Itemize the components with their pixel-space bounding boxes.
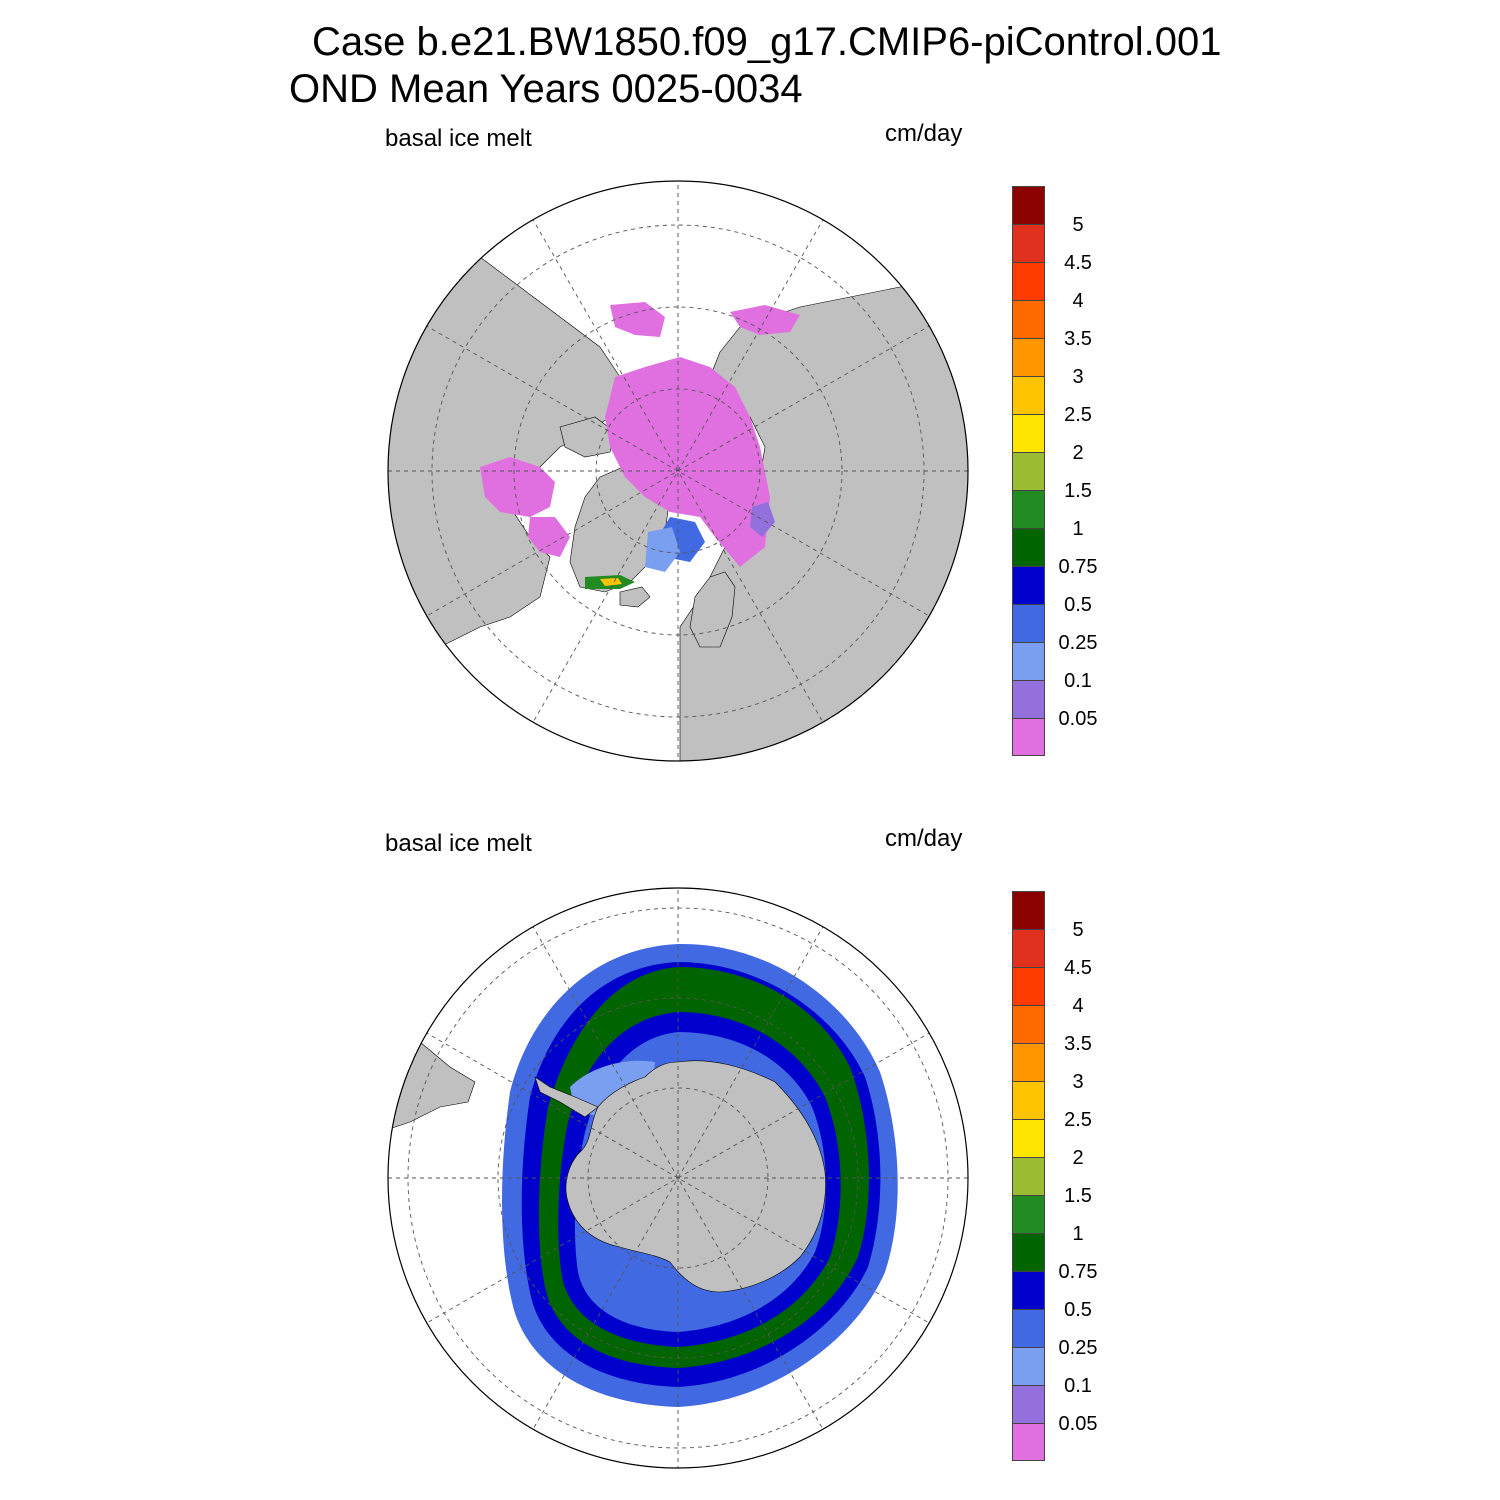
- north-melt-hudson-baffin: [480, 457, 555, 517]
- south-land-antarctic-peninsula: [534, 1076, 599, 1118]
- north-colorbar-label: 3: [1072, 366, 1084, 388]
- north-melt-hotspot-core: [600, 578, 622, 586]
- south-colorbar: [1012, 891, 1046, 1461]
- south-colorbar-label: 0.1: [1064, 1375, 1092, 1397]
- south-colorbar-segment: [1012, 1271, 1045, 1310]
- north-melt-bering: [610, 302, 665, 337]
- south-colorbar-segment: [1012, 1347, 1045, 1386]
- north-colorbar-label: 3.5: [1064, 328, 1092, 350]
- north-colorbar-label: 2: [1072, 442, 1084, 464]
- north-colorbar-label: 1.5: [1064, 480, 1092, 502]
- south-colorbar-segment: [1012, 1233, 1045, 1272]
- north-graticule: [388, 181, 968, 761]
- north-colorbar-segment: [1012, 680, 1045, 719]
- north-colorbar: [1012, 186, 1046, 756]
- south-polar-map: [387, 887, 969, 1469]
- north-colorbar-segment: [1012, 376, 1045, 415]
- north-colorbar-label: 4.5: [1064, 252, 1092, 274]
- north-colorbar-segment: [1012, 604, 1045, 643]
- south-panel-units-label: cm/day: [885, 825, 963, 852]
- south-colorbar-label: 0.75: [1058, 1261, 1098, 1283]
- south-colorbar-segment: [1012, 1081, 1045, 1120]
- north-colorbar-segment: [1012, 528, 1045, 567]
- north-melt-kara-purple: [750, 502, 775, 537]
- north-melt-fram-lightblue: [645, 527, 680, 572]
- south-colorbar-segment: [1012, 929, 1045, 968]
- north-colorbar-label: 0.5: [1064, 594, 1092, 616]
- north-colorbar-label: 5: [1072, 214, 1084, 236]
- north-colorbar-segment: [1012, 338, 1045, 377]
- south-colorbar-label: 1: [1072, 1223, 1084, 1245]
- south-colorbar-segment: [1012, 1119, 1045, 1158]
- south-colorbar-label: 2: [1072, 1147, 1084, 1169]
- north-colorbar-segment: [1012, 642, 1045, 681]
- south-colorbar-label: 0.05: [1058, 1413, 1098, 1435]
- south-colorbar-segment: [1012, 1385, 1045, 1424]
- north-melt-arctic-basin: [605, 357, 770, 567]
- north-colorbar-label: 1: [1072, 518, 1084, 540]
- south-colorbar-label: 1.5: [1064, 1185, 1092, 1207]
- north-panel-units-label: cm/day: [885, 120, 963, 147]
- north-colorbar-label: 2.5: [1064, 404, 1092, 426]
- plot-title-line1: Case b.e21.BW1850.f09_g17.CMIP6-piContro…: [312, 20, 1222, 64]
- north-land-iceland: [619, 586, 651, 608]
- north-colorbar-segment: [1012, 262, 1045, 301]
- south-colorbar-label: 0.5: [1064, 1299, 1092, 1321]
- north-colorbar-segment: [1012, 186, 1045, 225]
- north-map-border: [387, 180, 969, 762]
- south-colorbar-segment: [1012, 891, 1045, 930]
- north-melt-labrador: [528, 517, 570, 557]
- north-panel-variable-label: basal ice melt: [385, 125, 532, 152]
- south-colorbar-segment: [1012, 1005, 1045, 1044]
- south-panel-variable-label: basal ice melt: [385, 830, 532, 857]
- north-colorbar-segment: [1012, 718, 1045, 756]
- north-colorbar-segment: [1012, 452, 1045, 491]
- north-colorbar-segment: [1012, 566, 1045, 605]
- south-colorbar-label: 4.5: [1064, 957, 1092, 979]
- south-colorbar-segment: [1012, 967, 1045, 1006]
- north-colorbar-label: 0.75: [1058, 556, 1098, 578]
- south-colorbar-label: 5: [1072, 919, 1084, 941]
- south-colorbar-segment: [1012, 1157, 1045, 1196]
- north-colorbar-label: 0.05: [1058, 708, 1098, 730]
- north-polar-map: [387, 180, 969, 762]
- south-colorbar-label: 3: [1072, 1071, 1084, 1093]
- north-colorbar-segment: [1012, 300, 1045, 339]
- south-colorbar-segment: [1012, 1309, 1045, 1348]
- north-melt-okhotsk: [730, 305, 800, 335]
- north-colorbar-segment: [1012, 224, 1045, 263]
- north-colorbar-segment: [1012, 414, 1045, 453]
- south-colorbar-label: 0.25: [1058, 1337, 1098, 1359]
- south-colorbar-label: 4: [1072, 995, 1084, 1017]
- north-colorbar-label: 0.1: [1064, 670, 1092, 692]
- north-colorbar-label: 4: [1072, 290, 1084, 312]
- north-colorbar-label: 0.25: [1058, 632, 1098, 654]
- south-map-border: [387, 887, 969, 1469]
- south-colorbar-segment: [1012, 1195, 1045, 1234]
- south-colorbar-segment: [1012, 1423, 1045, 1461]
- plot-title-line2: OND Mean Years 0025-0034: [289, 67, 803, 111]
- south-colorbar-label: 3.5: [1064, 1033, 1092, 1055]
- north-colorbar-segment: [1012, 490, 1045, 529]
- south-graticule: [388, 888, 968, 1468]
- south-colorbar-label: 2.5: [1064, 1109, 1092, 1131]
- south-colorbar-segment: [1012, 1043, 1045, 1082]
